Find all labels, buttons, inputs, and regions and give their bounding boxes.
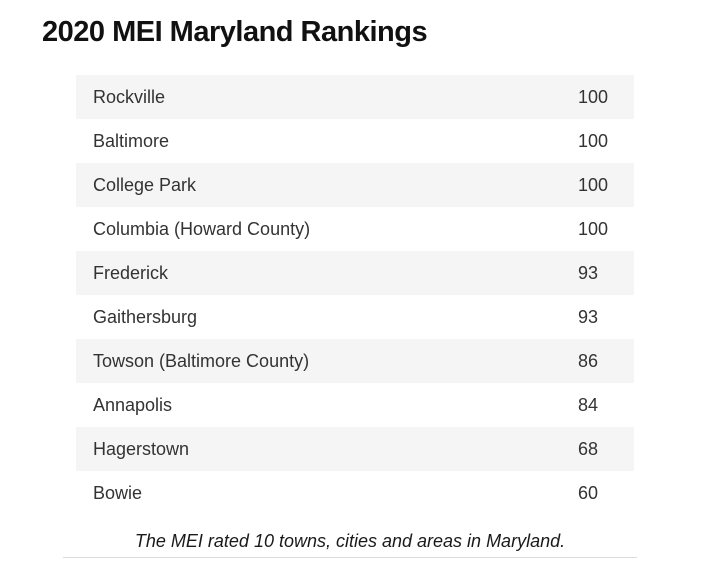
caption-divider: [63, 557, 637, 558]
place-cell: Gaithersburg: [93, 307, 198, 327]
table-row: Gaithersburg 93: [76, 295, 634, 339]
table-row: Frederick 93: [76, 251, 634, 295]
score-cell: 86: [578, 351, 599, 371]
score-cell: 100: [578, 87, 609, 107]
table-row: Hagerstown 68: [76, 427, 634, 471]
score-cell: 68: [578, 439, 599, 459]
score-cell: 100: [578, 131, 609, 151]
table-row: Bowie 60: [76, 471, 634, 515]
score-cell: 93: [578, 263, 599, 283]
caption-wrap: The MEI rated 10 towns, cities and areas…: [63, 531, 637, 558]
place-cell: Baltimore: [93, 131, 170, 151]
place-cell: Annapolis: [93, 395, 173, 415]
score-cell: 100: [578, 219, 609, 239]
table-row: Towson (Baltimore County) 86: [76, 339, 634, 383]
page-title: 2020 MEI Maryland Rankings: [42, 16, 428, 48]
score-cell: 100: [578, 175, 609, 195]
table-row: Annapolis 84: [76, 383, 634, 427]
score-cell: 60: [578, 483, 599, 503]
table-row: Baltimore 100: [76, 119, 634, 163]
place-cell: Hagerstown: [93, 439, 190, 459]
rankings-table: Rockville 100 Baltimore 100 College Park 100 C…: [76, 75, 634, 515]
place-cell: Columbia (Howard County): [93, 219, 311, 239]
table-caption: The MEI rated 10 towns, cities and areas…: [134, 531, 566, 551]
place-cell: Towson (Baltimore County): [93, 351, 310, 371]
table-row: Columbia (Howard County) 100: [76, 207, 634, 251]
place-cell: Rockville: [93, 87, 166, 107]
place-cell: Bowie: [93, 483, 143, 503]
score-cell: 93: [578, 307, 599, 327]
table-row: College Park 100: [76, 163, 634, 207]
place-cell: Frederick: [93, 263, 169, 283]
table-row: Rockville 100: [76, 75, 634, 119]
rankings-widget: Rockville 100 Baltimore 100 College Park 100 C…: [63, 75, 637, 558]
score-cell: 84: [578, 395, 599, 415]
place-cell: College Park: [93, 175, 197, 195]
